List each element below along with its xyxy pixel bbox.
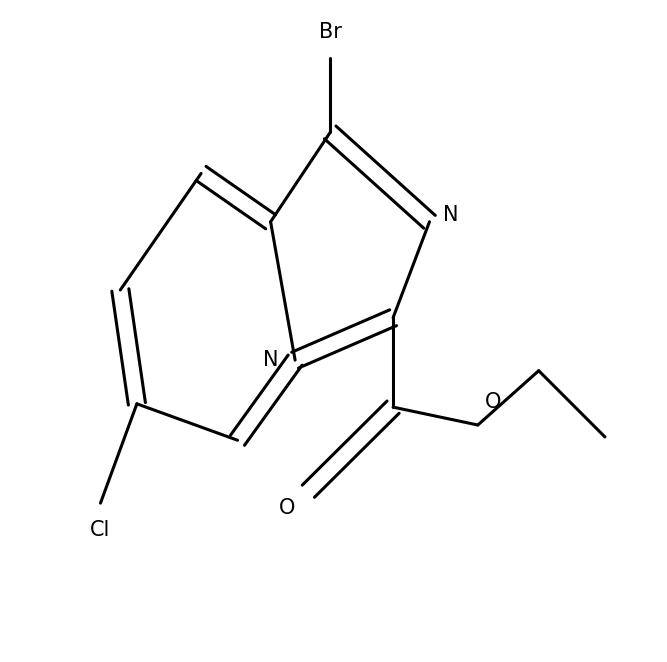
Text: N: N — [443, 205, 458, 225]
Text: N: N — [263, 350, 279, 370]
Text: O: O — [484, 392, 501, 412]
Text: Br: Br — [319, 22, 342, 42]
Text: Cl: Cl — [90, 520, 111, 540]
Text: O: O — [279, 498, 295, 518]
